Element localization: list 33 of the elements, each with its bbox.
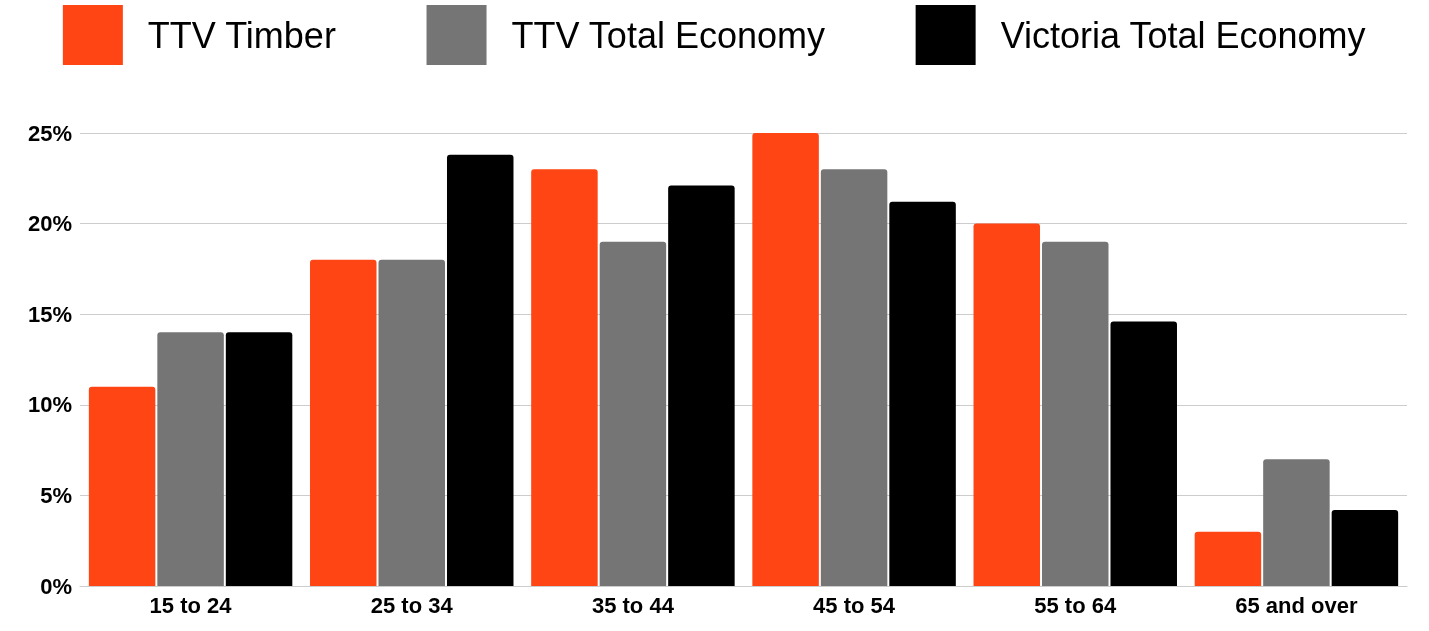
bar xyxy=(378,259,445,586)
bar xyxy=(88,386,156,586)
x-tick-label: 35 to 44 xyxy=(591,592,675,618)
bar xyxy=(973,223,1041,586)
y-tick-label: 25% xyxy=(27,120,72,146)
bar xyxy=(531,169,598,586)
y-tick-label: 10% xyxy=(27,392,72,418)
bar xyxy=(157,332,224,586)
x-tick-label: 45 to 54 xyxy=(813,592,896,618)
bar xyxy=(1331,509,1399,586)
bar xyxy=(889,201,956,586)
x-tick-label: 55 to 64 xyxy=(1034,592,1117,618)
x-tick-label: 65 and over xyxy=(1235,592,1358,618)
x-tick-label: 25 to 34 xyxy=(370,592,454,618)
bar xyxy=(225,332,293,586)
bar xyxy=(599,241,667,586)
bar xyxy=(446,154,514,586)
x-tick-label: 15 to 24 xyxy=(149,592,233,618)
bar xyxy=(820,169,888,586)
bar xyxy=(668,185,735,586)
bar xyxy=(1263,459,1330,586)
y-tick-label: 5% xyxy=(40,482,72,508)
y-tick-label: 15% xyxy=(27,301,72,327)
legend-label: TTV Timber xyxy=(147,14,336,56)
y-tick-label: 20% xyxy=(27,211,72,237)
legend-label: TTV Total Economy xyxy=(511,14,825,56)
y-tick-label: 0% xyxy=(40,573,72,599)
bar xyxy=(1110,321,1177,586)
bar xyxy=(752,133,819,586)
bar xyxy=(1042,241,1109,586)
legend-label: Victoria Total Economy xyxy=(1000,14,1366,56)
bar xyxy=(310,259,377,586)
bar xyxy=(1194,531,1262,586)
